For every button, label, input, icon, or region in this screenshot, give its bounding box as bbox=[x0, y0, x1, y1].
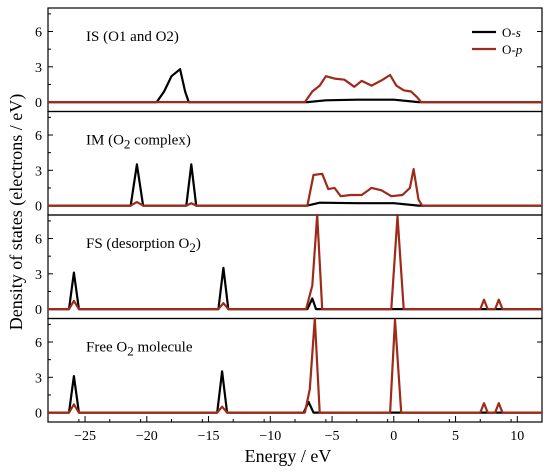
panel-label-text: FS (desorption O bbox=[86, 236, 190, 252]
series-line-o-p bbox=[48, 73, 542, 104]
y-tick-label: 3 bbox=[35, 268, 42, 283]
x-tick-label: −10 bbox=[259, 429, 281, 444]
panel-label-tail: molecule bbox=[134, 340, 193, 356]
series-line-o-p bbox=[48, 213, 542, 311]
y-tick-label: 0 bbox=[35, 303, 42, 318]
y-tick-label: 6 bbox=[35, 26, 42, 41]
x-tick-label: 0 bbox=[390, 429, 397, 444]
panel-frame bbox=[47, 214, 543, 320]
panel-label-tail: ) bbox=[196, 236, 201, 252]
x-tick-label: −15 bbox=[198, 429, 220, 444]
y-tick-label: 6 bbox=[35, 336, 42, 351]
panel-label-text: IM (O bbox=[86, 133, 124, 149]
panel-1: 0 3 6 IS (O1 and O2) bbox=[35, 7, 543, 113]
legend-label-text: O- bbox=[502, 42, 516, 57]
panel-label: IM (O2 complex) bbox=[86, 133, 191, 152]
y-tick-label: 0 bbox=[35, 407, 42, 422]
x-tick-label: −5 bbox=[325, 429, 340, 444]
panel-label-subscript: 2 bbox=[189, 240, 196, 255]
legend-entry: O-s bbox=[502, 25, 521, 40]
panel-3: 0 3 6 FS (desorption O2) bbox=[35, 213, 543, 320]
series-line-o-p bbox=[48, 168, 542, 207]
legend-label-italic: p bbox=[515, 42, 523, 57]
series-line-o-s bbox=[48, 266, 542, 311]
y-axis-title: Density of states (electrons / eV) bbox=[6, 94, 27, 330]
legend-entry: O-p bbox=[502, 42, 523, 57]
panel-label-tail: complex) bbox=[130, 133, 190, 149]
panel-label-text: Free O bbox=[86, 340, 127, 356]
series-line-o-s bbox=[48, 370, 542, 414]
legend-label-text: O- bbox=[502, 25, 516, 40]
panel-label-subscript: 2 bbox=[124, 137, 131, 152]
x-axis: −25 −20 −15 −10 −5 0 5 10 bbox=[47, 416, 543, 444]
panel-frame bbox=[47, 317, 543, 423]
y-tick-label: 0 bbox=[35, 200, 42, 215]
panel-label-text: IS (O1 and O2) bbox=[86, 29, 179, 45]
panel-4: 0 3 6 Free O2 molecule bbox=[35, 317, 543, 423]
y-tick-label: 6 bbox=[35, 233, 42, 248]
panel-frame bbox=[47, 110, 543, 216]
panel-label-subscript: 2 bbox=[127, 344, 134, 359]
y-tick-label: 3 bbox=[35, 61, 42, 76]
y-tick-label: 0 bbox=[35, 96, 42, 111]
x-tick-label: 10 bbox=[510, 429, 524, 444]
x-tick-label: 5 bbox=[452, 429, 459, 444]
panel-label: FS (desorption O2) bbox=[86, 236, 201, 255]
panel-label: IS (O1 and O2) bbox=[86, 29, 179, 45]
series-line-o-s bbox=[48, 68, 542, 104]
y-tick-label: 3 bbox=[35, 164, 42, 179]
x-axis-title: Energy / eV bbox=[245, 446, 332, 466]
x-tick-label: −25 bbox=[74, 429, 96, 444]
series-line-o-s bbox=[48, 163, 542, 207]
x-tick-label: −20 bbox=[136, 429, 158, 444]
y-tick-label: 6 bbox=[35, 129, 42, 144]
y-tick-label: 3 bbox=[35, 371, 42, 386]
panels: 036 IS (O1 and O2)036 IM (O2 complex)036 FS… bbox=[35, 7, 543, 423]
series-line-o-p bbox=[48, 317, 542, 414]
panel-label: Free O2 molecule bbox=[86, 340, 193, 359]
legend-label-italic: s bbox=[516, 25, 521, 40]
legend: O-sO-p bbox=[472, 25, 523, 57]
panel-2: 0 3 6 IM (O2 complex) bbox=[35, 110, 543, 216]
panel-frame bbox=[47, 7, 543, 113]
